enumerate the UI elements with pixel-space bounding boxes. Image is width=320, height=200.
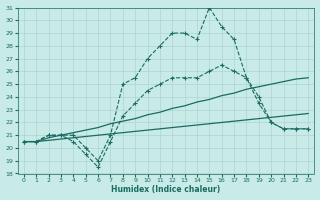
X-axis label: Humidex (Indice chaleur): Humidex (Indice chaleur) — [111, 185, 221, 194]
